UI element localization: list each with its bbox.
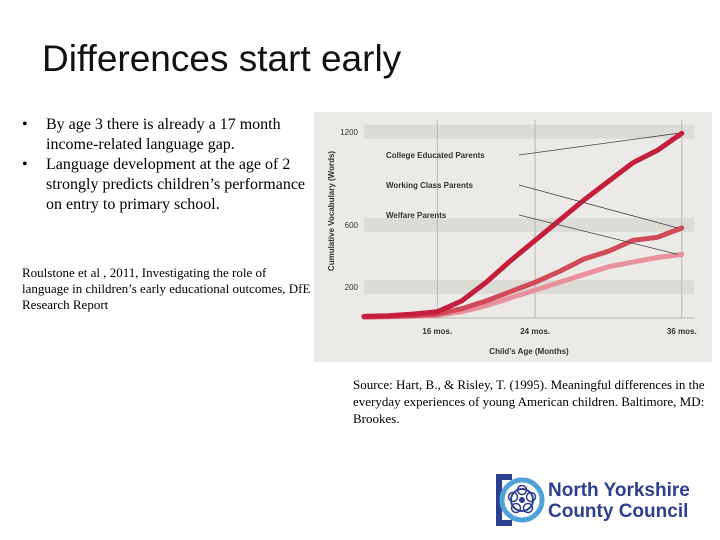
source-citation: Source: Hart, B., & Risley, T. (1995). M… [353,377,705,426]
bullet-item: • Language development at the age of 2 s… [22,155,322,215]
x-axis-label: Child’s Age (Months) [489,347,569,356]
logo-wordmark: North Yorkshire County Council [548,480,690,522]
leader-line [518,184,678,229]
series-label: Working Class Parents [386,181,474,190]
chart-svg: 200 600 1200 16 mos. 24 mos. 36 mos. Child’s A… [327,120,697,356]
grid-band [364,217,694,232]
y-tick-label: 600 [345,221,359,230]
x-tick-label: 24 mos. [520,327,550,336]
council-logo: North Yorkshire County Council [490,468,690,528]
y-axis-label: Cumulative Vocabulary (Words) [327,151,336,272]
series-label: College Educated Parents [386,151,485,160]
logo-line-1: North Yorkshire [548,480,690,501]
series-line [361,225,685,320]
grid-band [364,124,694,139]
bullet-text: By age 3 there is already a 17 month inc… [46,116,281,153]
rose-emblem-icon [496,474,545,526]
y-tick-label: 200 [345,283,359,292]
x-tick-label: 36 mos. [667,327,697,336]
y-tick-label: 1200 [340,128,358,137]
logo-line-2: County Council [548,501,689,522]
reference-text: Roulstone et al , 2011, Investigating th… [22,265,311,312]
series-label: Welfare Parents [386,211,447,220]
series-line [361,130,685,319]
bullet-item: • By age 3 there is already a 17 month i… [22,115,322,155]
x-tick-label: 16 mos. [422,327,452,336]
vocabulary-chart: 200 600 1200 16 mos. 24 mos. 36 mos. Child’s A… [314,112,712,362]
bullet-list: • By age 3 there is already a 17 month i… [22,115,322,215]
bullet-text: Language development at the age of 2 str… [46,156,306,213]
bullet-symbol: • [22,116,28,133]
leader-line [518,132,678,156]
slide-title: Differences start early [42,38,402,79]
leader-line [518,214,678,255]
bullet-symbol: • [22,156,28,173]
